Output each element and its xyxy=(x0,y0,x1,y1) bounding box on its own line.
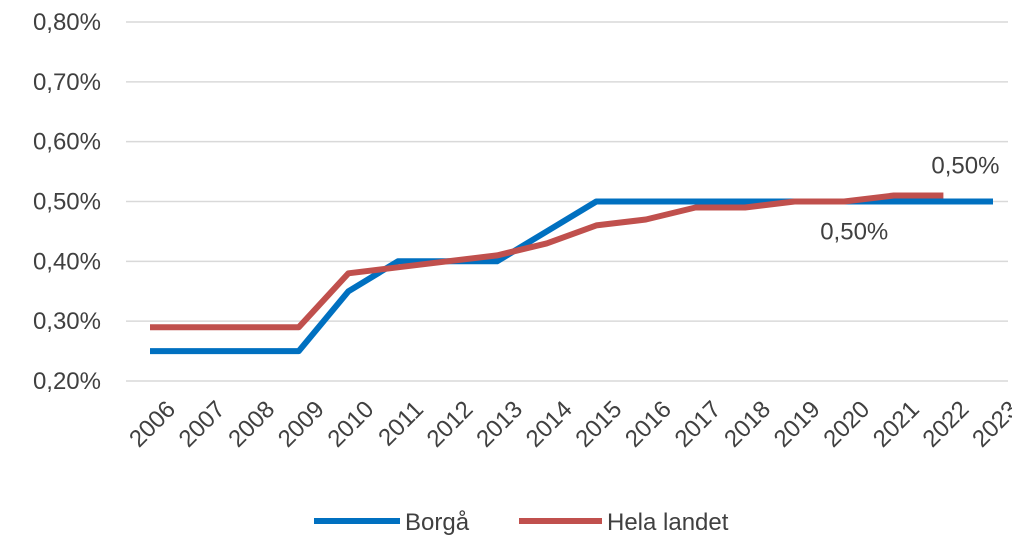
y-tick-label: 0,60% xyxy=(33,129,101,156)
data-label: 0,50% xyxy=(820,219,888,246)
data-label: 0,50% xyxy=(931,153,999,180)
x-tick-label: 2011 xyxy=(373,396,429,452)
x-tick-label: 2016 xyxy=(620,396,677,453)
data-labels: 0,50% 0,50% xyxy=(820,153,999,246)
x-tick-label: 2022 xyxy=(918,396,975,453)
x-tick-label: 2023 xyxy=(967,396,1012,453)
y-axis-ticks: 0,20% 0,30% 0,40% 0,50% 0,60% 0,70% 0,80% xyxy=(33,9,101,395)
series-lines xyxy=(150,192,993,355)
grid-lines xyxy=(126,21,1008,382)
x-tick-label: 2006 xyxy=(124,396,181,453)
x-tick-label: 2021 xyxy=(868,396,925,453)
x-tick-label: 2009 xyxy=(273,396,330,453)
x-tick-label: 2020 xyxy=(818,396,875,453)
x-tick-label: 2018 xyxy=(719,396,776,453)
x-tick-label: 2017 xyxy=(670,396,727,453)
x-tick-label: 2012 xyxy=(422,396,479,453)
x-tick-label: 2013 xyxy=(471,396,528,453)
x-tick-label: 2014 xyxy=(521,396,578,453)
series-line-1 xyxy=(150,192,944,331)
y-tick-label: 0,30% xyxy=(33,308,101,335)
x-tick-label: 2007 xyxy=(174,396,231,453)
x-tick-label: 2008 xyxy=(223,396,280,453)
x-tick-label: 2019 xyxy=(769,396,826,453)
y-tick-label: 0,80% xyxy=(33,9,101,36)
y-tick-label: 0,50% xyxy=(33,189,101,216)
y-tick-label: 0,70% xyxy=(33,69,101,96)
x-tick-label: 2010 xyxy=(322,396,379,453)
y-tick-label: 0,20% xyxy=(33,368,101,395)
x-axis-ticks: 2006200720082009201020112012201320142015… xyxy=(124,396,1012,453)
legend: Borgå Hela landet xyxy=(314,509,729,536)
y-tick-label: 0,40% xyxy=(33,248,101,275)
legend-label: Hela landet xyxy=(607,509,729,536)
legend-label: Borgå xyxy=(405,509,470,536)
x-tick-label: 2015 xyxy=(570,396,627,453)
